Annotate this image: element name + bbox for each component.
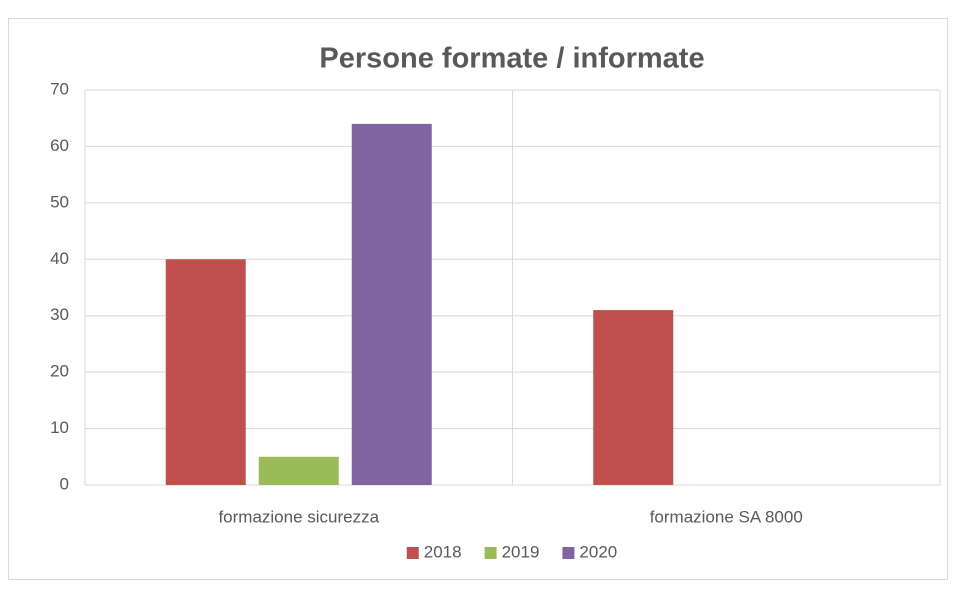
bar xyxy=(593,310,674,485)
bar xyxy=(351,123,432,485)
bar xyxy=(165,259,246,485)
x-tick-label: formazione sicurezza xyxy=(218,507,379,526)
y-tick-label: 60 xyxy=(50,136,69,155)
y-tick-label: 50 xyxy=(50,192,69,211)
chart-title: Persone formate / informate xyxy=(319,43,704,75)
y-tick-label: 0 xyxy=(60,474,69,493)
legend-swatch xyxy=(484,547,497,559)
chart-border xyxy=(8,18,948,580)
y-tick-label: 20 xyxy=(50,362,69,381)
y-tick-label: 10 xyxy=(50,418,69,437)
y-tick-label: 30 xyxy=(50,305,69,324)
legend-swatch xyxy=(562,547,575,559)
legend-swatch xyxy=(406,547,419,559)
legend-label: 2019 xyxy=(502,542,540,561)
y-tick-label: 70 xyxy=(50,79,69,98)
legend-label: 2018 xyxy=(424,542,462,561)
legend-label: 2020 xyxy=(579,542,617,561)
bar xyxy=(258,456,339,485)
y-tick-label: 40 xyxy=(50,249,69,268)
x-tick-label: formazione SA 8000 xyxy=(650,507,803,526)
